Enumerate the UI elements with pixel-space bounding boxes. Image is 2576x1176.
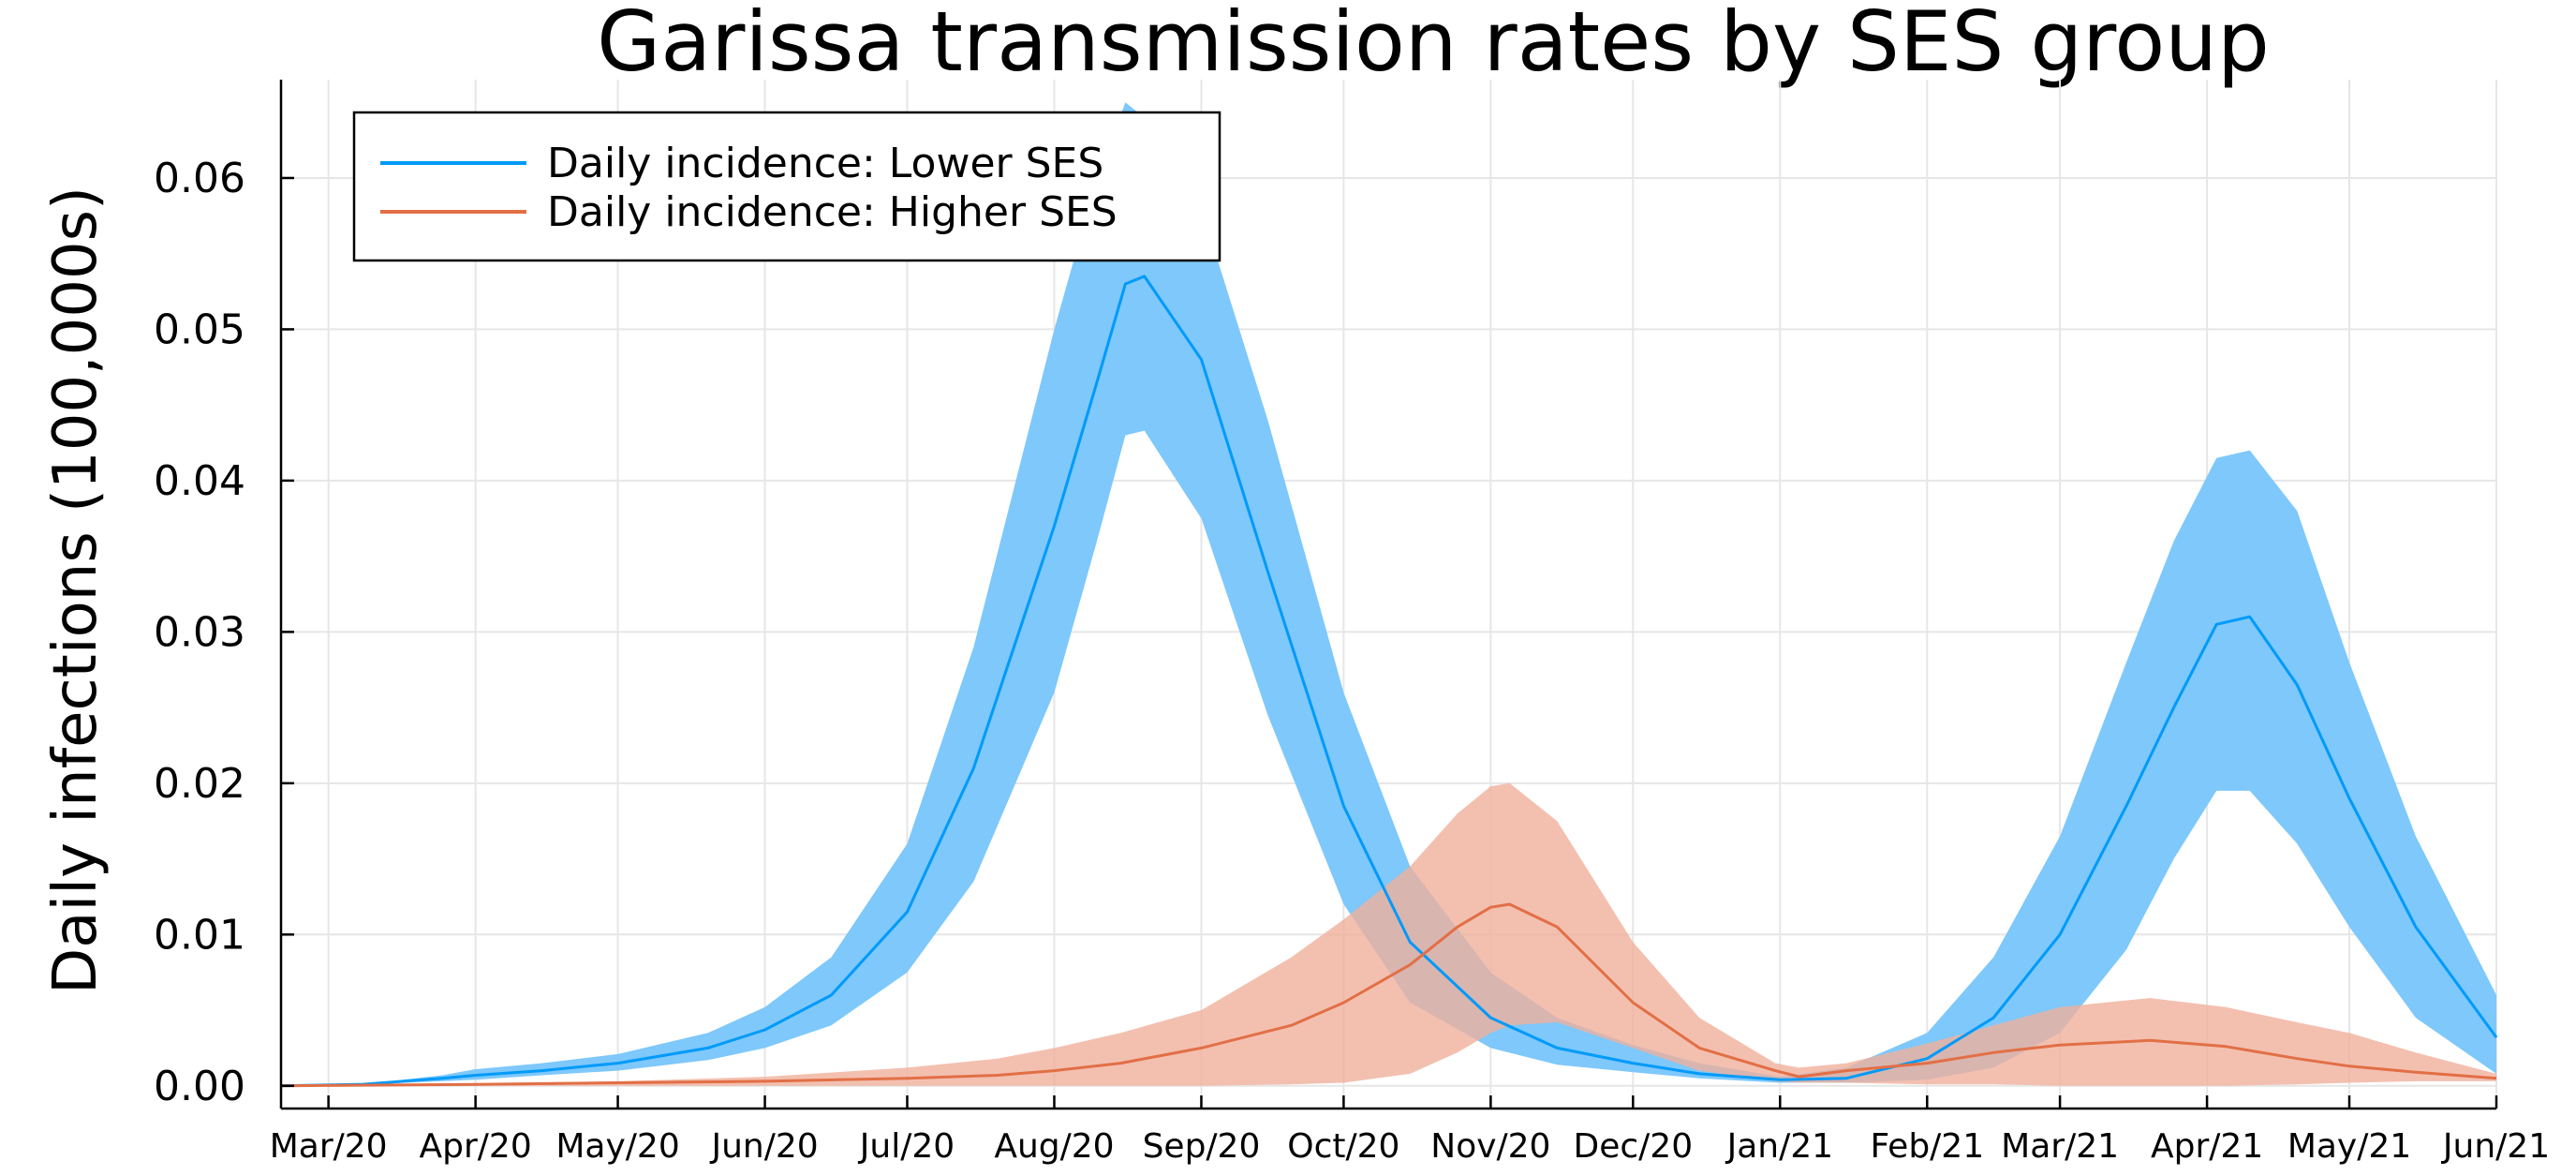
- tick-layer: 0.00 0.01 0.02 0.03 0.04 0.05 0.06 Mar/20 Apr/20…: [154, 155, 2550, 1166]
- confidence-band-higher-ses: [281, 782, 2496, 1086]
- legend-label-lower-ses: Daily incidence: Lower SES: [547, 140, 1103, 187]
- x-tick-label: Jun/21: [2441, 1127, 2550, 1166]
- chart-title: Garissa transmission rates by SES group: [597, 0, 2270, 90]
- y-tick-label: 0.06: [154, 155, 245, 202]
- y-tick-label: 0.05: [154, 305, 245, 353]
- band-layer: [281, 102, 2496, 1086]
- x-tick-label: Jan/21: [1725, 1127, 1833, 1166]
- x-tick-label: Jul/20: [858, 1127, 955, 1166]
- x-tick-label: Apr/21: [2151, 1127, 2263, 1166]
- y-tick-label: 0.02: [154, 760, 245, 808]
- y-tick-label: 0.04: [154, 457, 245, 505]
- x-tick-label: Dec/20: [1574, 1127, 1694, 1166]
- axis-layer: [279, 80, 2498, 1110]
- x-tick-label: Apr/20: [420, 1127, 532, 1166]
- y-axis-label: Daily infections (100,000s): [41, 186, 111, 994]
- x-tick-label: Mar/20: [270, 1127, 388, 1166]
- x-tick-label: Mar/21: [2001, 1127, 2119, 1166]
- x-tick-label: Oct/20: [1287, 1127, 1399, 1166]
- x-tick-label: Feb/21: [1870, 1127, 1984, 1166]
- x-tick-label: Jun/20: [709, 1127, 818, 1166]
- y-tick-label: 0.01: [154, 911, 245, 959]
- x-tick-label: Sep/20: [1143, 1127, 1261, 1166]
- legend-label-higher-ses: Daily incidence: Higher SES: [547, 188, 1118, 236]
- y-tick-label: 0.00: [154, 1063, 245, 1110]
- x-tick-label: May/20: [555, 1127, 679, 1166]
- x-tick-label: Nov/20: [1430, 1127, 1550, 1166]
- series-line-lower-ses: [280, 275, 2498, 1088]
- line-layer: [280, 275, 2498, 1088]
- x-tick-label: May/21: [2287, 1127, 2411, 1166]
- x-tick-label: Aug/20: [994, 1127, 1114, 1166]
- legend-box: [352, 111, 1221, 262]
- series-line-higher-ses: [280, 902, 2497, 1088]
- legend: Daily incidence: Lower SES Daily inciden…: [352, 111, 1221, 262]
- y-tick-label: 0.03: [154, 608, 245, 656]
